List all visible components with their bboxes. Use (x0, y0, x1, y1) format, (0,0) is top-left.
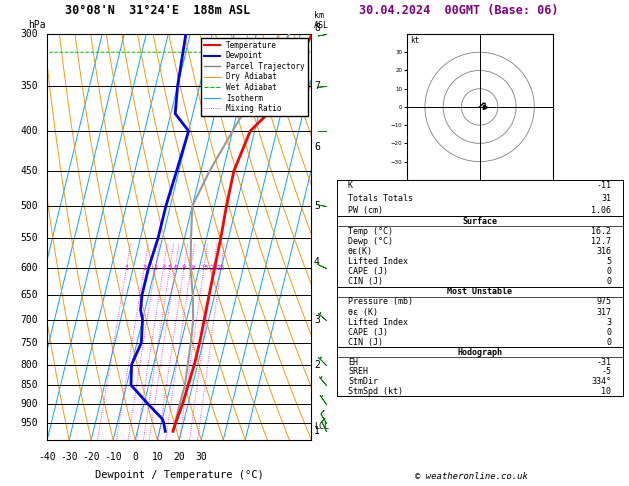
Text: 950: 950 (20, 417, 38, 428)
Text: SREH: SREH (348, 367, 368, 376)
Text: 450: 450 (20, 166, 38, 175)
Text: -40: -40 (38, 452, 56, 462)
Text: 4: 4 (162, 265, 165, 271)
Text: 3: 3 (606, 318, 611, 327)
Text: 3: 3 (153, 265, 157, 271)
Text: 16.2: 16.2 (591, 227, 611, 236)
Text: 1: 1 (314, 426, 320, 436)
Text: StmDir: StmDir (348, 377, 378, 386)
Text: 5: 5 (606, 257, 611, 266)
Text: 5: 5 (168, 265, 172, 271)
Text: 20: 20 (209, 265, 218, 271)
Text: 25: 25 (217, 265, 225, 271)
Text: Temp (°C): Temp (°C) (348, 227, 393, 236)
Text: 0: 0 (606, 338, 611, 347)
Text: 31: 31 (601, 193, 611, 203)
Text: 650: 650 (20, 290, 38, 300)
Text: CIN (J): CIN (J) (348, 338, 383, 347)
Text: 3: 3 (314, 314, 320, 325)
Text: 5: 5 (314, 201, 320, 211)
Text: 0: 0 (132, 452, 138, 462)
Text: Dewpoint / Temperature (°C): Dewpoint / Temperature (°C) (95, 470, 264, 480)
Text: 350: 350 (20, 81, 38, 91)
Text: © weatheronline.co.uk: © weatheronline.co.uk (415, 472, 528, 481)
Text: 316: 316 (596, 247, 611, 256)
Text: 300: 300 (20, 29, 38, 39)
Text: 0: 0 (606, 267, 611, 276)
Text: 2: 2 (142, 265, 147, 271)
Text: CAPE (J): CAPE (J) (348, 328, 388, 337)
Text: 400: 400 (20, 126, 38, 136)
Text: 10: 10 (601, 387, 611, 396)
Text: Surface: Surface (462, 217, 497, 226)
Text: 10: 10 (152, 452, 163, 462)
Text: 850: 850 (20, 380, 38, 390)
Text: 750: 750 (20, 338, 38, 348)
Text: 0: 0 (606, 277, 611, 286)
Text: 20: 20 (174, 452, 185, 462)
Text: 0: 0 (606, 328, 611, 337)
Text: Lifted Index: Lifted Index (348, 257, 408, 266)
Text: 2: 2 (314, 360, 320, 370)
Text: PW (cm): PW (cm) (348, 206, 383, 215)
Text: 700: 700 (20, 314, 38, 325)
Text: -11: -11 (596, 181, 611, 191)
Text: -20: -20 (82, 452, 100, 462)
Text: 10: 10 (187, 265, 195, 271)
Text: 1: 1 (125, 265, 129, 271)
Text: -31: -31 (596, 358, 611, 366)
Text: CIN (J): CIN (J) (348, 277, 383, 286)
Text: 8: 8 (182, 265, 186, 271)
Text: Pressure (mb): Pressure (mb) (348, 297, 413, 307)
Text: -5: -5 (601, 367, 611, 376)
Text: 4: 4 (314, 257, 320, 267)
Text: 900: 900 (20, 399, 38, 409)
Text: 7: 7 (314, 81, 320, 91)
Text: km
ASL: km ASL (314, 11, 329, 30)
Text: Mixing Ratio (g/kg): Mixing Ratio (g/kg) (338, 190, 347, 284)
Text: 30: 30 (196, 452, 207, 462)
Text: 800: 800 (20, 360, 38, 370)
Text: hPa: hPa (28, 20, 45, 30)
Text: 550: 550 (20, 233, 38, 243)
Text: 6: 6 (314, 142, 320, 153)
Text: -10: -10 (104, 452, 122, 462)
Text: θε(K): θε(K) (348, 247, 373, 256)
Text: -30: -30 (60, 452, 78, 462)
Text: EH: EH (348, 358, 358, 366)
Text: 334°: 334° (591, 377, 611, 386)
Text: CAPE (J): CAPE (J) (348, 267, 388, 276)
Text: Dewp (°C): Dewp (°C) (348, 237, 393, 246)
Text: 500: 500 (20, 201, 38, 211)
Text: LCL: LCL (314, 421, 329, 431)
Text: 6: 6 (173, 265, 177, 271)
Text: Hodograph: Hodograph (457, 348, 502, 357)
Text: θε (K): θε (K) (348, 308, 378, 316)
Text: Lifted Index: Lifted Index (348, 318, 408, 327)
Text: 975: 975 (596, 297, 611, 307)
Text: 8: 8 (314, 23, 320, 34)
Text: 600: 600 (20, 262, 38, 273)
Text: Totals Totals: Totals Totals (348, 193, 413, 203)
Legend: Temperature, Dewpoint, Parcel Trajectory, Dry Adiabat, Wet Adiabat, Isotherm, Mi: Temperature, Dewpoint, Parcel Trajectory… (201, 38, 308, 116)
Text: 12.7: 12.7 (591, 237, 611, 246)
Text: 15: 15 (199, 265, 208, 271)
Text: kt: kt (410, 36, 420, 45)
Text: 30°08'N  31°24'E  188m ASL: 30°08'N 31°24'E 188m ASL (65, 4, 250, 17)
Text: StmSpd (kt): StmSpd (kt) (348, 387, 403, 396)
Text: K: K (348, 181, 353, 191)
Text: Most Unstable: Most Unstable (447, 287, 512, 296)
Text: 317: 317 (596, 308, 611, 316)
Text: 1.06: 1.06 (591, 206, 611, 215)
Text: 30.04.2024  00GMT (Base: 06): 30.04.2024 00GMT (Base: 06) (359, 4, 559, 17)
